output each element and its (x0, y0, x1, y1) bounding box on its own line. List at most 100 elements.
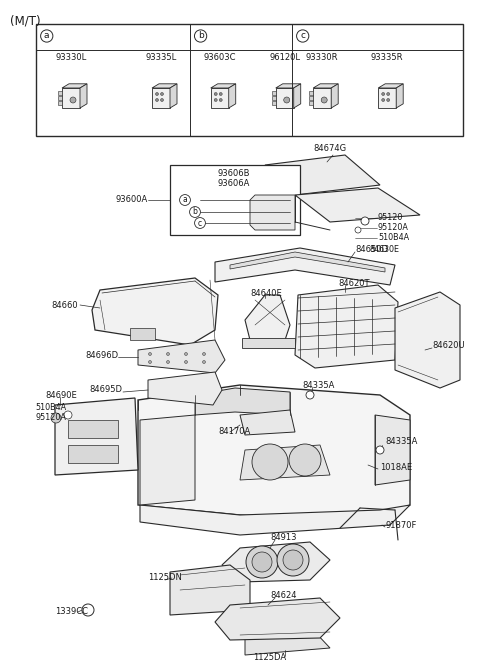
Text: 84674G: 84674G (313, 144, 346, 153)
Bar (272, 101, 276, 105)
Polygon shape (378, 88, 396, 108)
Circle shape (148, 352, 152, 356)
Polygon shape (294, 84, 300, 108)
Text: 84640E: 84640E (250, 289, 282, 297)
Text: 84620T: 84620T (338, 279, 370, 287)
Text: 84696D: 84696D (85, 350, 118, 360)
Text: 1018AE: 1018AE (380, 464, 412, 472)
Polygon shape (215, 598, 340, 640)
Circle shape (82, 604, 94, 616)
Text: 93330R: 93330R (306, 53, 338, 63)
Circle shape (361, 217, 369, 225)
Text: 95120A: 95120A (378, 223, 409, 233)
Polygon shape (250, 195, 295, 230)
Text: 93603C: 93603C (204, 53, 236, 63)
Text: 84624: 84624 (270, 592, 297, 600)
Polygon shape (313, 84, 338, 88)
Text: 96120L: 96120L (269, 53, 300, 63)
Text: 1339CC: 1339CC (55, 608, 88, 616)
Polygon shape (138, 385, 410, 520)
Polygon shape (396, 84, 403, 108)
Circle shape (156, 99, 158, 101)
Circle shape (167, 360, 169, 364)
Circle shape (203, 352, 205, 356)
Text: b: b (192, 207, 197, 217)
Text: 93335R: 93335R (371, 53, 404, 63)
Polygon shape (62, 88, 80, 108)
Text: 84630E: 84630E (370, 245, 400, 255)
Text: 84695D: 84695D (89, 386, 122, 394)
Text: 84335A: 84335A (302, 380, 335, 390)
Bar (309, 101, 313, 105)
Text: 510B4A: 510B4A (35, 404, 66, 412)
Circle shape (321, 97, 327, 103)
Text: 1125DA: 1125DA (253, 654, 287, 662)
Circle shape (252, 444, 288, 480)
Polygon shape (80, 84, 87, 108)
Polygon shape (152, 88, 170, 108)
Polygon shape (140, 505, 410, 535)
Text: 1125DN: 1125DN (148, 574, 182, 582)
Text: a: a (182, 195, 187, 205)
Circle shape (214, 99, 217, 101)
Polygon shape (215, 248, 395, 285)
Text: 84660: 84660 (51, 301, 78, 309)
Polygon shape (265, 155, 380, 195)
Text: 93600A: 93600A (116, 195, 148, 205)
Circle shape (277, 544, 309, 576)
Polygon shape (295, 188, 420, 222)
Circle shape (160, 93, 164, 95)
Bar (68, 420, 118, 438)
Text: 84913: 84913 (270, 534, 297, 542)
Text: 84650D: 84650D (355, 245, 388, 255)
Polygon shape (148, 372, 222, 405)
Circle shape (219, 99, 222, 101)
Polygon shape (276, 84, 300, 88)
Circle shape (203, 360, 205, 364)
Text: c: c (300, 31, 305, 41)
Circle shape (51, 413, 61, 423)
Circle shape (376, 446, 384, 454)
Polygon shape (138, 340, 225, 373)
Polygon shape (378, 84, 403, 88)
Polygon shape (92, 278, 218, 345)
Polygon shape (140, 415, 195, 505)
Text: 95120A: 95120A (35, 414, 66, 422)
Circle shape (184, 360, 188, 364)
Polygon shape (130, 328, 155, 340)
Bar (58, 96, 62, 100)
Polygon shape (276, 88, 294, 108)
Circle shape (156, 93, 158, 95)
Text: (M/T): (M/T) (10, 15, 41, 28)
Circle shape (148, 360, 152, 364)
Bar (272, 96, 276, 100)
Polygon shape (245, 295, 290, 340)
Polygon shape (222, 542, 330, 582)
Text: 84170A: 84170A (218, 428, 250, 436)
Bar (68, 445, 118, 463)
Circle shape (64, 411, 72, 419)
Text: 93606B: 93606B (218, 169, 251, 177)
Polygon shape (230, 252, 385, 272)
Text: c: c (198, 219, 202, 227)
Circle shape (219, 93, 222, 95)
Text: 93330L: 93330L (55, 53, 86, 63)
Polygon shape (211, 88, 228, 108)
Bar (58, 101, 62, 105)
Text: a: a (44, 31, 49, 41)
Text: 93606A: 93606A (218, 179, 251, 187)
Polygon shape (170, 565, 250, 615)
Circle shape (387, 93, 390, 95)
Polygon shape (240, 445, 330, 480)
Bar (309, 96, 313, 100)
Circle shape (306, 391, 314, 399)
Circle shape (160, 99, 164, 101)
Circle shape (70, 97, 76, 103)
Circle shape (355, 227, 361, 233)
Polygon shape (313, 88, 331, 108)
Circle shape (214, 93, 217, 95)
Circle shape (252, 552, 272, 572)
Circle shape (289, 444, 321, 476)
Bar (272, 91, 276, 95)
Polygon shape (211, 84, 236, 88)
